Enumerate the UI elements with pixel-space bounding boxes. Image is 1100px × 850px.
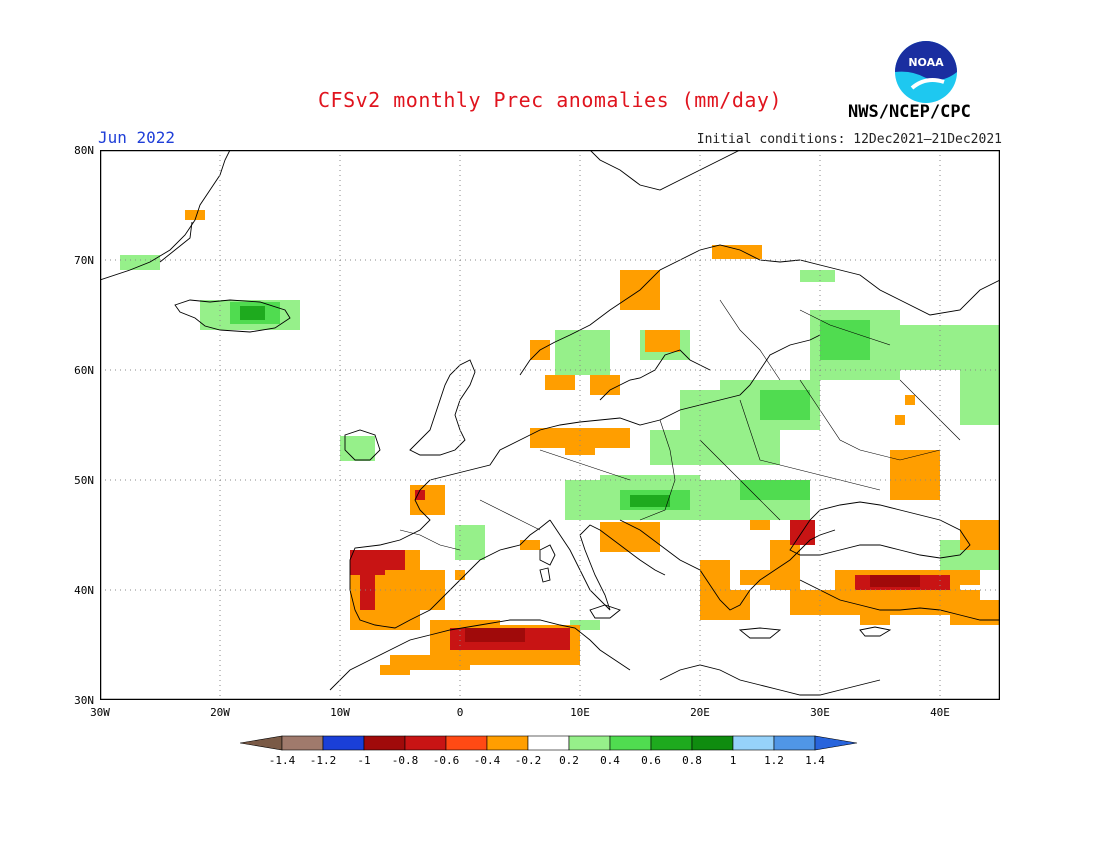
colorbar-box — [486, 735, 529, 751]
colorbar-box — [732, 735, 775, 751]
colorbar-arrow-left — [240, 735, 283, 751]
colorbar-box — [691, 735, 734, 751]
colorbar-box — [609, 735, 652, 751]
lat-label: 40N — [74, 584, 94, 597]
colorbar-label: 1 — [730, 754, 737, 767]
lat-label: 70N — [74, 254, 94, 267]
lat-label: 50N — [74, 474, 94, 487]
colorbar-box — [527, 735, 570, 751]
colorbar-label: 0.2 — [559, 754, 579, 767]
colorbar-label: 1.4 — [805, 754, 825, 767]
lon-label: 30W — [90, 706, 110, 719]
logo-lettering: NOAA — [908, 56, 944, 69]
colorbar-box — [322, 735, 365, 751]
lon-label: 0 — [457, 706, 464, 719]
colorbar-label: 0.6 — [641, 754, 661, 767]
grid-lines — [100, 150, 1000, 700]
colorbar-label: -1.4 — [269, 754, 296, 767]
lat-label: 80N — [74, 144, 94, 157]
colorbar-label: -0.8 — [392, 754, 419, 767]
map-title: CFSv2 monthly Prec anomalies (mm/day) — [317, 88, 783, 112]
lat-label: 60N — [74, 364, 94, 377]
colorbar-label: 1.2 — [764, 754, 784, 767]
colorbar: -1.4 -1.2 -1 -0.8 -0.6 -0.4 -0.2 0.2 0.4 0.6 0.8 1 1… — [240, 735, 858, 767]
lat-label: 30N — [74, 694, 94, 707]
colorbar-box — [445, 735, 488, 751]
precip-anomaly-map — [100, 150, 1000, 700]
axis-labels: 80N 70N 60N 50N 40N 30N 30W 20W 10W 0 10… — [74, 144, 950, 719]
lon-label: 40E — [930, 706, 950, 719]
colorbar-arrow-right — [814, 735, 858, 751]
colorbar-label: -0.4 — [474, 754, 501, 767]
agency-label: NWS/NCEP/CPC — [848, 102, 971, 122]
colorbar-label: -0.6 — [433, 754, 460, 767]
colorbar-box — [568, 735, 611, 751]
map-frame — [100, 150, 1000, 700]
lon-label: 20E — [690, 706, 710, 719]
lon-label: 20W — [210, 706, 230, 719]
colorbar-label: 0.4 — [600, 754, 620, 767]
colorbar-label: -0.2 — [515, 754, 542, 767]
colorbar-box — [773, 735, 816, 751]
colorbar-label: 0.8 — [682, 754, 702, 767]
colorbar-label: -1 — [357, 754, 370, 767]
colorbar-box — [281, 735, 324, 751]
colorbar-labels: -1.4 -1.2 -1 -0.8 -0.6 -0.4 -0.2 0.2 0.4 0.6 0.8 1 1… — [269, 754, 826, 767]
colorbar-boxes — [240, 735, 858, 751]
lon-label: 10E — [570, 706, 590, 719]
forecast-month: Jun 2022 — [98, 128, 176, 147]
noaa-logo: NOAA — [895, 41, 957, 103]
lon-label: 30E — [810, 706, 830, 719]
lon-label: 10W — [330, 706, 350, 719]
colorbar-box — [650, 735, 693, 751]
colorbar-label: -1.2 — [310, 754, 337, 767]
colorbar-box — [363, 735, 406, 751]
initial-conditions: Initial conditions: 12Dec2021–21Dec2021 — [696, 132, 1002, 147]
colorbar-box — [404, 735, 447, 751]
